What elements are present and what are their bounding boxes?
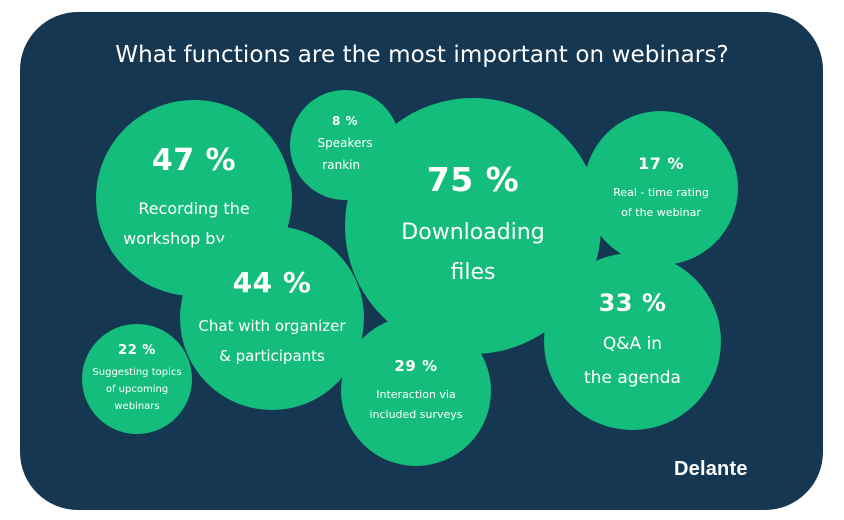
chart-title: What functions are the most important on… (115, 42, 729, 68)
bubble-qa-agenda: 33 % Q&A in the agenda (544, 253, 721, 430)
bubble-chat: 44 % Chat with organizer & participants (180, 226, 364, 410)
bubble-percentage: 22 % (118, 343, 156, 358)
bubble-recording: 47 % Recording the workshop by user (96, 100, 292, 296)
bubble-percentage: 47 % (151, 142, 237, 178)
bubble-percentage: 8 % (331, 114, 359, 128)
bubble-label: Real - time rating of the webinar (613, 185, 709, 219)
bubble-label: Speakers ranking (317, 136, 373, 172)
bubble-percentage: 44 % (232, 265, 312, 299)
bubble-label: Downloading files (401, 219, 545, 285)
bubble-percentage: 29 % (394, 357, 438, 375)
bubble-label: Suggesting topics of upcoming webinars (92, 367, 182, 412)
bubble-percentage: 75 % (426, 159, 520, 199)
bubble-percentage: 33 % (598, 288, 667, 317)
bubble-percentage: 17 % (638, 153, 684, 173)
bubble-suggesting-topics: 22 % Suggesting topics of upcoming webin… (82, 324, 192, 434)
bubble-label: Interaction via included surveys (369, 388, 463, 421)
bubble-interaction-surveys: 29 % Interaction via included surveys (341, 316, 491, 466)
bubble-real-time-rating: 17 % Real - time rating of the webinar (584, 111, 738, 265)
bubble-label: Chat with organizer & participants (198, 316, 346, 365)
bubble-label: Q&A in the agenda (584, 333, 681, 388)
brand-logo: Delante (674, 458, 748, 480)
